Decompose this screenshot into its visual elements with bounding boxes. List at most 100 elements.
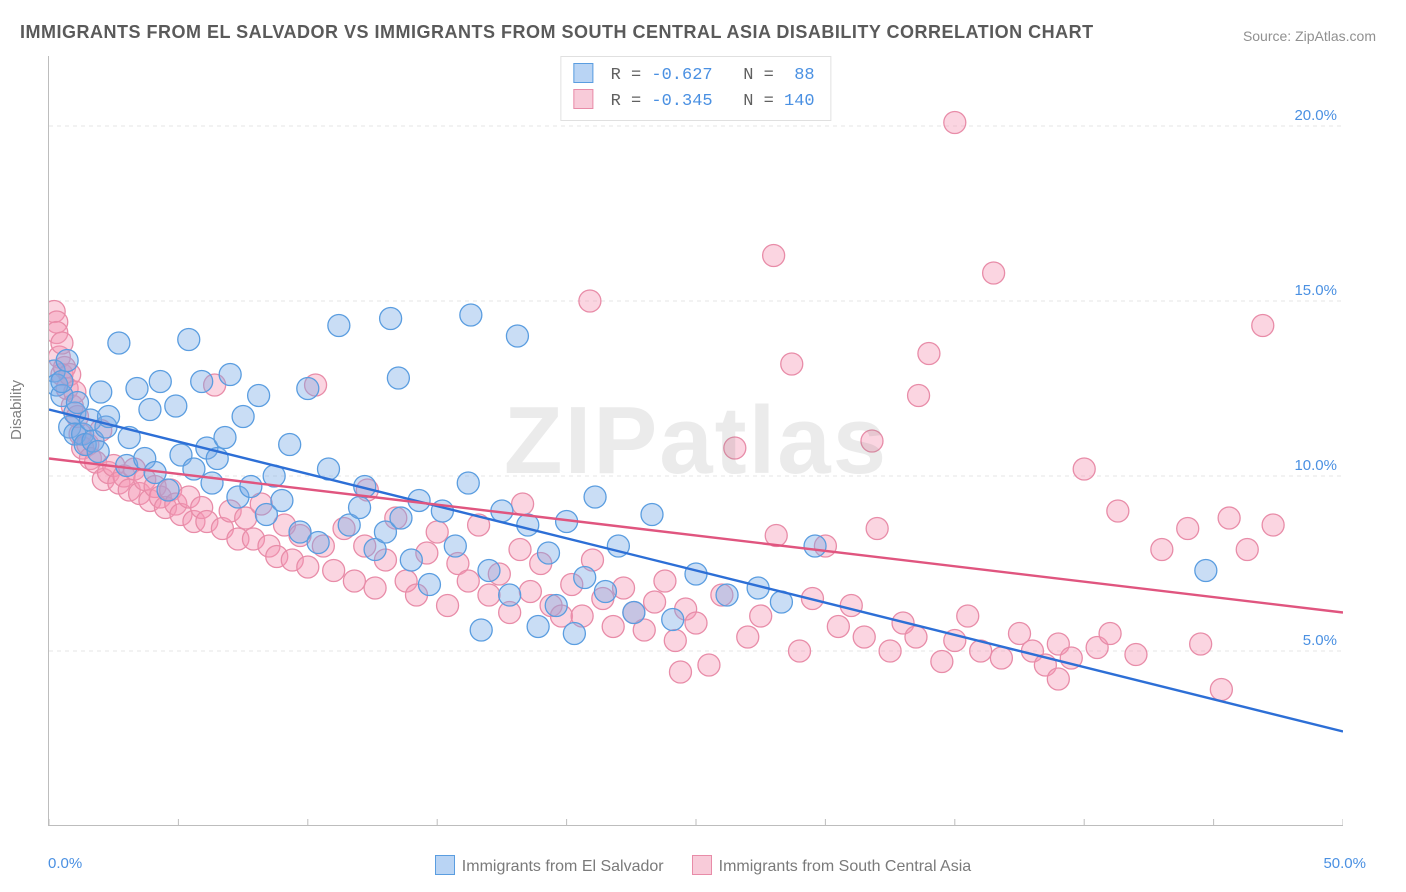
data-point: [1125, 644, 1147, 666]
data-point: [908, 385, 930, 407]
data-point: [400, 549, 422, 571]
data-point: [478, 584, 500, 606]
data-point: [866, 518, 888, 540]
data-point: [716, 584, 738, 606]
data-point: [457, 570, 479, 592]
data-point: [654, 570, 676, 592]
data-point: [499, 584, 521, 606]
data-point: [343, 570, 365, 592]
data-point: [602, 616, 624, 638]
data-point: [178, 329, 200, 351]
data-point: [323, 560, 345, 582]
legend-label: Immigrants from South Central Asia: [719, 858, 972, 875]
y-tick-label: 5.0%: [1303, 632, 1337, 649]
data-point: [90, 381, 112, 403]
plot-area: 5.0%10.0%15.0%20.0% ZIPatlas R = -0.627 …: [48, 56, 1343, 826]
data-point: [685, 612, 707, 634]
legend-item: Immigrants from South Central Asia: [692, 855, 972, 876]
data-point: [519, 581, 541, 603]
data-point: [1073, 458, 1095, 480]
data-point: [1218, 507, 1240, 529]
data-point: [214, 427, 236, 449]
y-tick-label: 10.0%: [1294, 457, 1337, 474]
data-point: [509, 539, 531, 561]
legend-swatch: [692, 855, 712, 875]
data-point: [990, 647, 1012, 669]
data-point: [827, 616, 849, 638]
data-point: [781, 353, 803, 375]
correlation-legend-box: R = -0.627 N = 88 R = -0.345 N = 140: [560, 56, 831, 121]
data-point: [537, 542, 559, 564]
chart-title: IMMIGRANTS FROM EL SALVADOR VS IMMIGRANT…: [20, 22, 1094, 43]
data-point: [139, 399, 161, 421]
data-point: [750, 605, 772, 627]
data-point: [1047, 668, 1069, 690]
data-point: [1210, 679, 1232, 701]
data-point: [457, 472, 479, 494]
data-point: [879, 640, 901, 662]
data-point: [201, 472, 223, 494]
legend-item: Immigrants from El Salvador: [435, 855, 664, 876]
data-point: [51, 371, 73, 393]
data-point: [87, 441, 109, 463]
data-point: [512, 493, 534, 515]
data-point: [574, 567, 596, 589]
data-point: [390, 507, 412, 529]
data-point: [418, 574, 440, 596]
data-point: [789, 640, 811, 662]
data-point: [279, 434, 301, 456]
data-point: [1190, 633, 1212, 655]
data-point: [918, 343, 940, 365]
data-point: [931, 651, 953, 673]
data-point: [698, 654, 720, 676]
series-legend: Immigrants from El Salvador Immigrants fr…: [0, 855, 1406, 876]
scatter-svg: 5.0%10.0%15.0%20.0%: [49, 56, 1343, 826]
data-point: [662, 609, 684, 631]
data-point: [1107, 500, 1129, 522]
data-point: [1252, 315, 1274, 337]
data-point: [1195, 560, 1217, 582]
data-point: [1262, 514, 1284, 536]
data-point: [470, 619, 492, 641]
y-tick-label: 20.0%: [1294, 107, 1337, 124]
data-point: [840, 595, 862, 617]
data-point: [349, 497, 371, 519]
data-point: [437, 595, 459, 617]
data-point: [584, 486, 606, 508]
data-point: [944, 112, 966, 134]
data-point: [669, 661, 691, 683]
data-point: [248, 385, 270, 407]
data-point: [579, 290, 601, 312]
data-point: [983, 262, 1005, 284]
data-point: [108, 332, 130, 354]
data-point: [957, 605, 979, 627]
data-point: [307, 532, 329, 554]
data-point: [364, 577, 386, 599]
data-point: [623, 602, 645, 624]
data-point: [563, 623, 585, 645]
legend-label: Immigrants from El Salvador: [462, 858, 664, 875]
data-point: [149, 371, 171, 393]
data-point: [853, 626, 875, 648]
data-point: [685, 563, 707, 585]
data-point: [478, 560, 500, 582]
data-point: [1151, 539, 1173, 561]
data-point: [191, 371, 213, 393]
data-point: [1236, 539, 1258, 561]
data-point: [271, 490, 293, 512]
data-point: [444, 535, 466, 557]
data-point: [905, 626, 927, 648]
data-point: [380, 308, 402, 330]
data-point: [644, 591, 666, 613]
trend-line: [49, 410, 1343, 732]
data-point: [232, 406, 254, 428]
data-point: [460, 304, 482, 326]
data-point: [804, 535, 826, 557]
data-point: [297, 556, 319, 578]
data-point: [157, 479, 179, 501]
data-point: [165, 395, 187, 417]
legend-swatch: [435, 855, 455, 875]
data-point: [126, 378, 148, 400]
data-point: [641, 504, 663, 526]
y-axis-label: Disability: [8, 380, 25, 440]
